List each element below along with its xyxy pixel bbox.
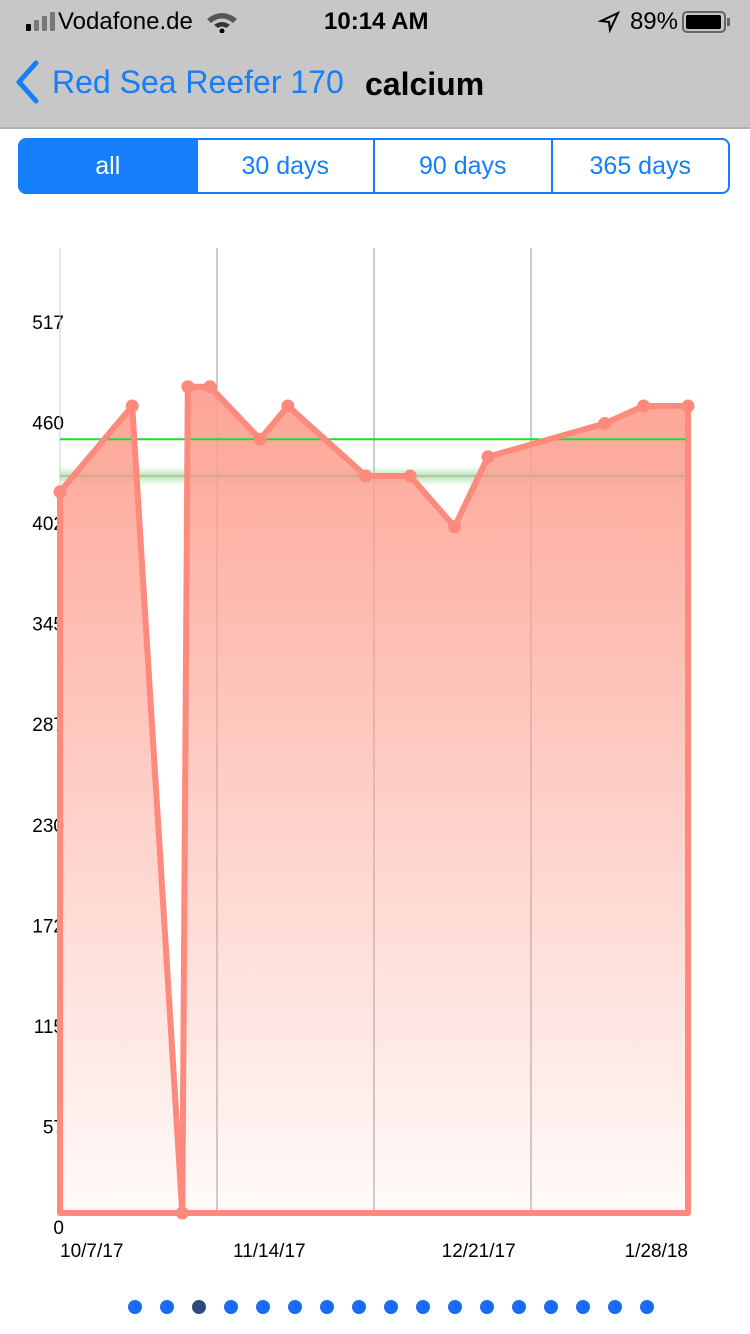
wifi-icon <box>206 13 237 33</box>
data-point <box>681 399 695 413</box>
back-button[interactable]: Red Sea Reefer 170 <box>14 60 344 104</box>
page-title: calcium <box>365 66 485 102</box>
range-segmented-control: all 30 days 90 days 365 days <box>18 138 730 194</box>
y-tick-label: 460 <box>32 414 64 435</box>
data-point <box>598 417 612 431</box>
y-tick-label: 230 <box>32 816 64 837</box>
segment-90-days[interactable]: 90 days <box>373 140 551 192</box>
data-point <box>253 432 267 446</box>
page-dot[interactable] <box>384 1300 398 1314</box>
page-dot[interactable] <box>224 1300 238 1314</box>
data-point <box>448 520 462 534</box>
data-point <box>481 450 495 464</box>
page-dot[interactable] <box>544 1300 558 1314</box>
status-time: 10:14 AM <box>324 8 429 35</box>
y-tick-label: 0 <box>53 1218 64 1239</box>
data-point <box>175 1206 189 1220</box>
page-dot[interactable] <box>128 1300 142 1314</box>
page-dot[interactable] <box>160 1300 174 1314</box>
page-dot[interactable] <box>512 1300 526 1314</box>
page-dot[interactable] <box>576 1300 590 1314</box>
data-point <box>637 399 651 413</box>
x-tick-label: 10/7/17 <box>60 1241 123 1262</box>
page-dot[interactable] <box>480 1300 494 1314</box>
data-point <box>125 399 139 413</box>
carrier-name: Vodafone.de <box>58 8 193 35</box>
x-tick-label: 12/21/17 <box>442 1241 516 1262</box>
status-carrier: Vodafone.de <box>24 8 239 36</box>
navigation-bar: Vodafone.de 10:14 AM 89% Red Sea Reefer … <box>0 0 750 129</box>
data-point <box>359 469 373 483</box>
back-label: Red Sea Reefer 170 <box>52 63 344 100</box>
page-dot[interactable] <box>352 1300 366 1314</box>
y-tick-label: 402 <box>32 514 64 535</box>
y-tick-label: 172 <box>32 916 64 937</box>
data-point <box>53 485 67 499</box>
series-area <box>60 386 688 1213</box>
segment-all[interactable]: all <box>20 140 196 192</box>
chevron-left-icon <box>16 60 39 104</box>
battery-percent: 89% <box>629 8 678 35</box>
data-point <box>281 399 295 413</box>
signal-icon <box>26 12 55 31</box>
data-point <box>181 380 195 394</box>
page-dot[interactable] <box>320 1300 334 1314</box>
battery-icon <box>682 11 730 33</box>
x-tick-label: 11/14/17 <box>233 1241 306 1262</box>
data-point <box>203 380 217 394</box>
page-dot[interactable] <box>640 1300 654 1314</box>
page-dot[interactable] <box>608 1300 622 1314</box>
y-tick-label: 115 <box>34 1017 64 1038</box>
page-dot[interactable] <box>448 1300 462 1314</box>
y-tick-label: 287 <box>32 715 64 736</box>
y-tick-label: 345 <box>32 615 64 636</box>
x-tick-label: 1/28/18 <box>625 1241 688 1262</box>
page-dot[interactable] <box>256 1300 270 1314</box>
status-right: 89% <box>597 8 732 36</box>
data-point <box>403 469 417 483</box>
page-dot[interactable] <box>288 1300 302 1314</box>
page-dot[interactable] <box>416 1300 430 1314</box>
page-dot[interactable] <box>192 1300 206 1314</box>
segment-365-days[interactable]: 365 days <box>550 140 729 192</box>
segment-30-days[interactable]: 30 days <box>195 140 374 192</box>
location-icon <box>597 11 620 33</box>
y-tick-label: 517 <box>32 313 64 334</box>
